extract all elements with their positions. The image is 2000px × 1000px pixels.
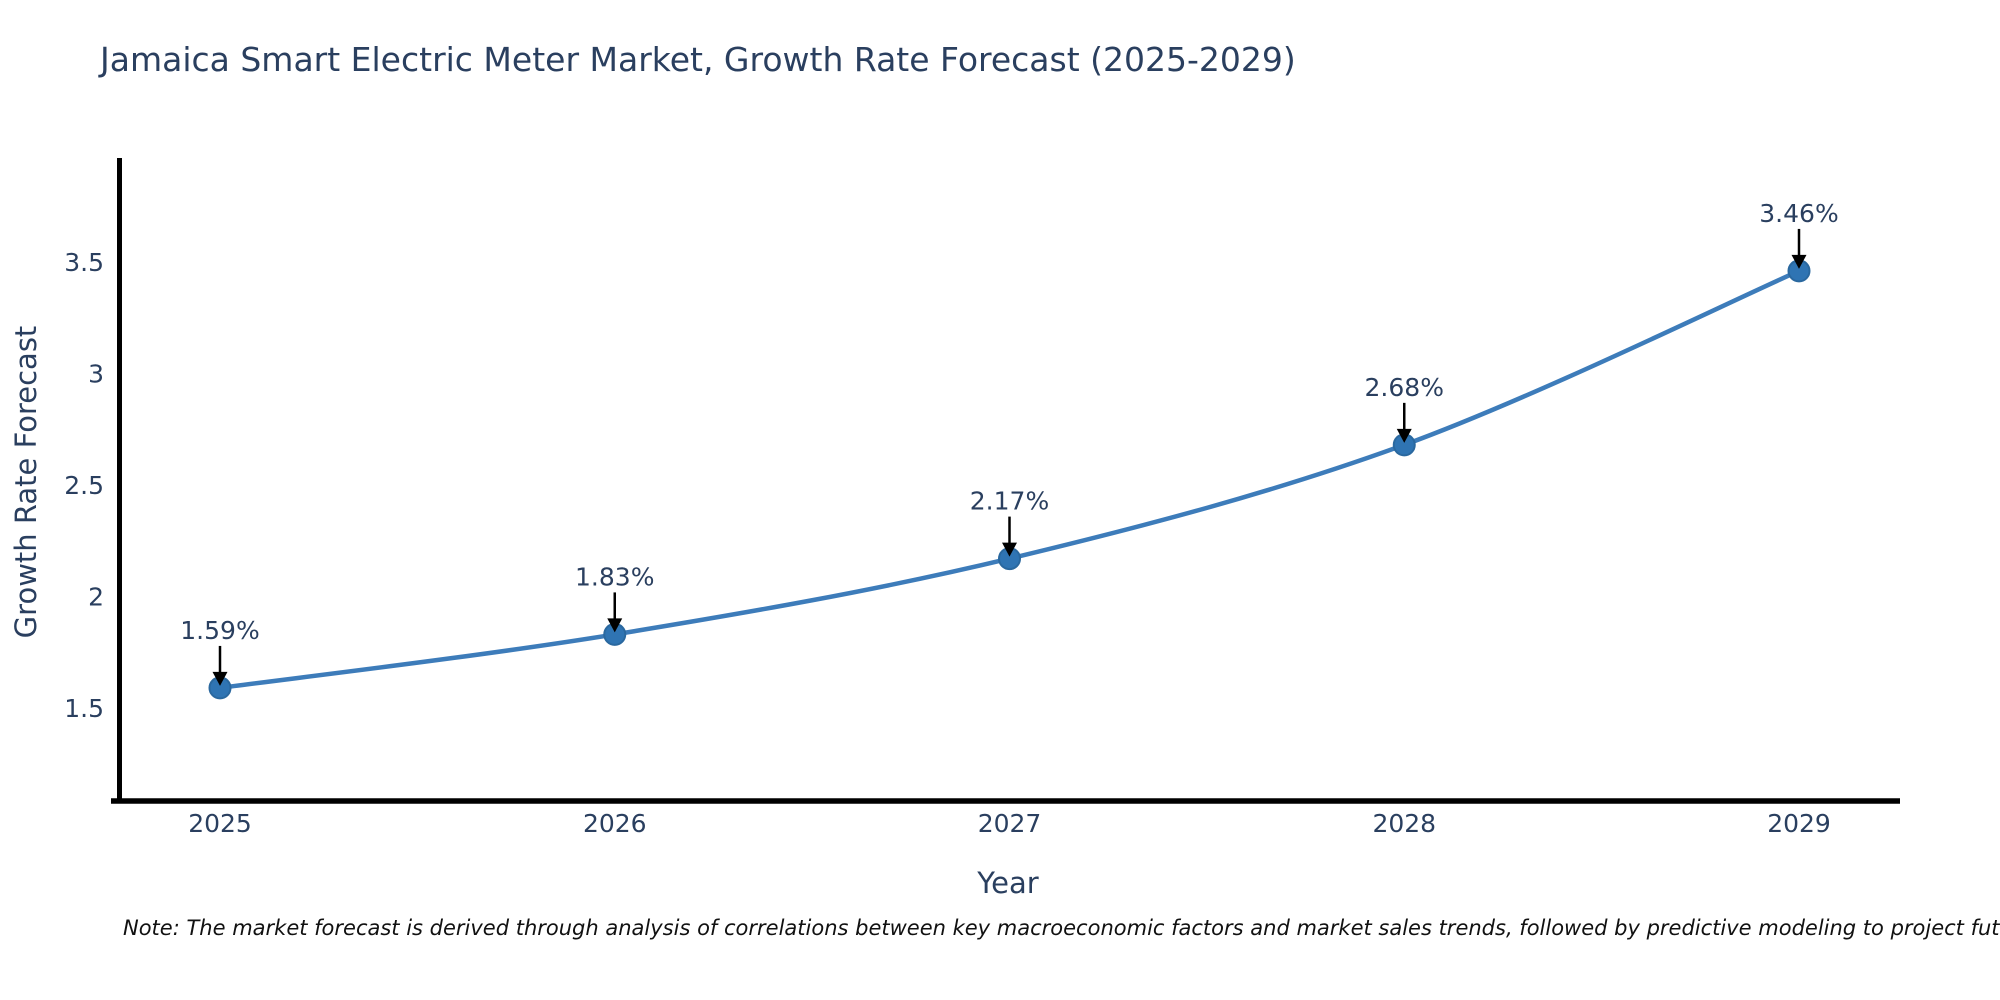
y-tick-label: 3 xyxy=(88,360,104,389)
x-tick-label: 2027 xyxy=(978,809,1042,838)
data-point-label: 3.46% xyxy=(1759,199,1838,228)
x-tick-label: 2028 xyxy=(1372,809,1436,838)
y-tick-label: 2.5 xyxy=(64,471,104,500)
x-axis-title: Year xyxy=(977,866,1039,900)
chart-title: Jamaica Smart Electric Meter Market, Gro… xyxy=(100,40,1296,79)
annotation-arrowhead xyxy=(1396,428,1412,443)
footnote: Note: The market forecast is derived thr… xyxy=(123,916,2000,940)
line-series xyxy=(217,268,1802,691)
annotation-arrowhead xyxy=(212,671,228,686)
annotation-arrowhead xyxy=(1002,542,1017,557)
annotation-arrowhead xyxy=(1791,254,1807,269)
x-tick-label: 2025 xyxy=(188,809,252,838)
x-tick-label: 2026 xyxy=(583,809,647,838)
data-point-label: 2.68% xyxy=(1365,373,1444,402)
y-tick-label: 2 xyxy=(88,583,104,612)
y-tick-label: 3.5 xyxy=(64,248,104,277)
data-point-label: 2.17% xyxy=(970,487,1049,516)
data-point-label: 1.83% xyxy=(575,562,654,591)
y-tick-label: 1.5 xyxy=(64,694,104,723)
x-tick-label: 2029 xyxy=(1767,809,1831,838)
annotation-arrowhead xyxy=(607,618,623,633)
data-point-label: 1.59% xyxy=(180,616,259,645)
